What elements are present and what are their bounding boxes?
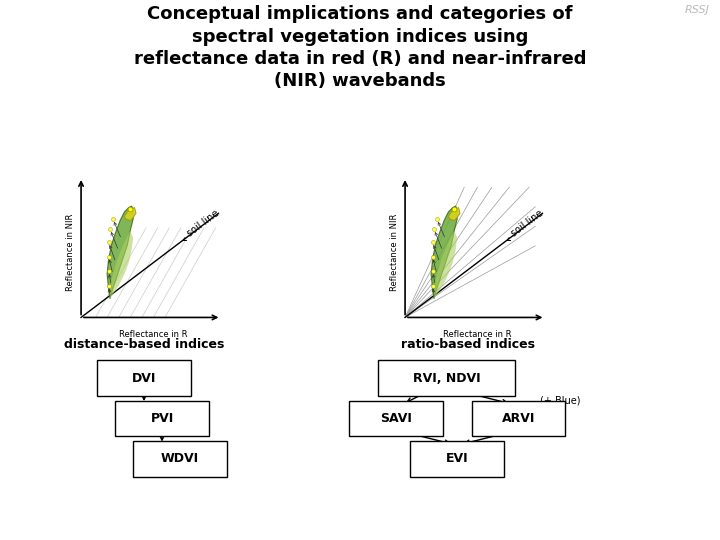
Polygon shape — [434, 231, 457, 299]
Text: (+ Blue): (+ Blue) — [540, 396, 580, 406]
Point — [125, 205, 136, 213]
Point — [104, 225, 116, 233]
Point — [428, 225, 440, 233]
Text: RVI, NDVI: RVI, NDVI — [413, 372, 480, 384]
Point — [427, 281, 438, 290]
Polygon shape — [431, 206, 457, 299]
Text: SAVI: SAVI — [380, 412, 412, 425]
Text: ratio-based indices: ratio-based indices — [401, 338, 535, 350]
Text: EVI: EVI — [446, 453, 469, 465]
Point — [427, 252, 438, 261]
Text: distance-based indices: distance-based indices — [64, 338, 224, 350]
Text: soil line: soil line — [509, 208, 545, 239]
Point — [103, 281, 114, 290]
Text: Reflectance in R: Reflectance in R — [119, 330, 188, 340]
Text: Reflectance in R: Reflectance in R — [443, 330, 512, 340]
Point — [449, 205, 460, 213]
Point — [431, 215, 443, 224]
Polygon shape — [125, 207, 136, 220]
Text: Reflectance in NIR: Reflectance in NIR — [66, 214, 76, 291]
Text: RSSJ: RSSJ — [684, 5, 709, 16]
Point — [103, 238, 114, 247]
Point — [103, 267, 114, 275]
Text: Conceptual implications and categories of
spectral vegetation indices using
refl: Conceptual implications and categories o… — [134, 5, 586, 90]
Polygon shape — [107, 206, 133, 299]
Point — [107, 215, 119, 224]
Text: Reflectance in NIR: Reflectance in NIR — [390, 214, 400, 291]
Point — [427, 267, 438, 275]
Polygon shape — [110, 231, 133, 299]
Text: WDVI: WDVI — [161, 453, 199, 465]
Polygon shape — [449, 207, 460, 220]
Text: DVI: DVI — [132, 372, 156, 384]
Text: ARVI: ARVI — [502, 412, 535, 425]
Text: PVI: PVI — [150, 412, 174, 425]
Text: soil line: soil line — [185, 208, 221, 239]
Point — [103, 252, 114, 261]
Point — [427, 238, 438, 247]
